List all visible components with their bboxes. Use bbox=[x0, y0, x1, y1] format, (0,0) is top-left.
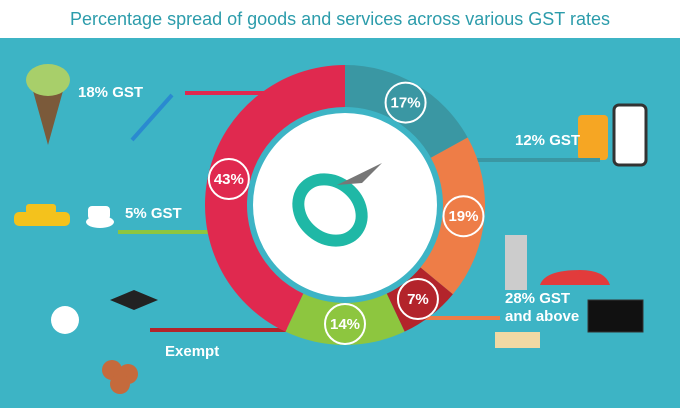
legend-label: 5% GST bbox=[125, 205, 182, 222]
value-badge bbox=[207, 158, 250, 201]
chart-title: Percentage spread of goods and services … bbox=[0, 0, 680, 38]
value-label: 19% bbox=[448, 208, 478, 225]
donut-slice bbox=[205, 64, 345, 332]
legend-label: Exempt bbox=[165, 343, 220, 360]
legend-label: 28% GST and above bbox=[505, 290, 580, 325]
value-label: 43% bbox=[214, 171, 244, 188]
legend-label: 18% GST bbox=[78, 84, 144, 101]
value-badge bbox=[442, 195, 485, 238]
value-badge bbox=[384, 81, 427, 124]
decor bbox=[14, 64, 648, 394]
value-label: 7% bbox=[407, 291, 429, 308]
center-disc bbox=[253, 113, 437, 297]
legend-label: 12% GST bbox=[515, 132, 581, 149]
value-label: 17% bbox=[391, 95, 421, 112]
value-badge bbox=[396, 278, 439, 321]
logo bbox=[292, 173, 368, 247]
value-badge bbox=[324, 303, 366, 345]
value-label: 14% bbox=[330, 316, 360, 333]
logo-arrow bbox=[337, 163, 382, 185]
